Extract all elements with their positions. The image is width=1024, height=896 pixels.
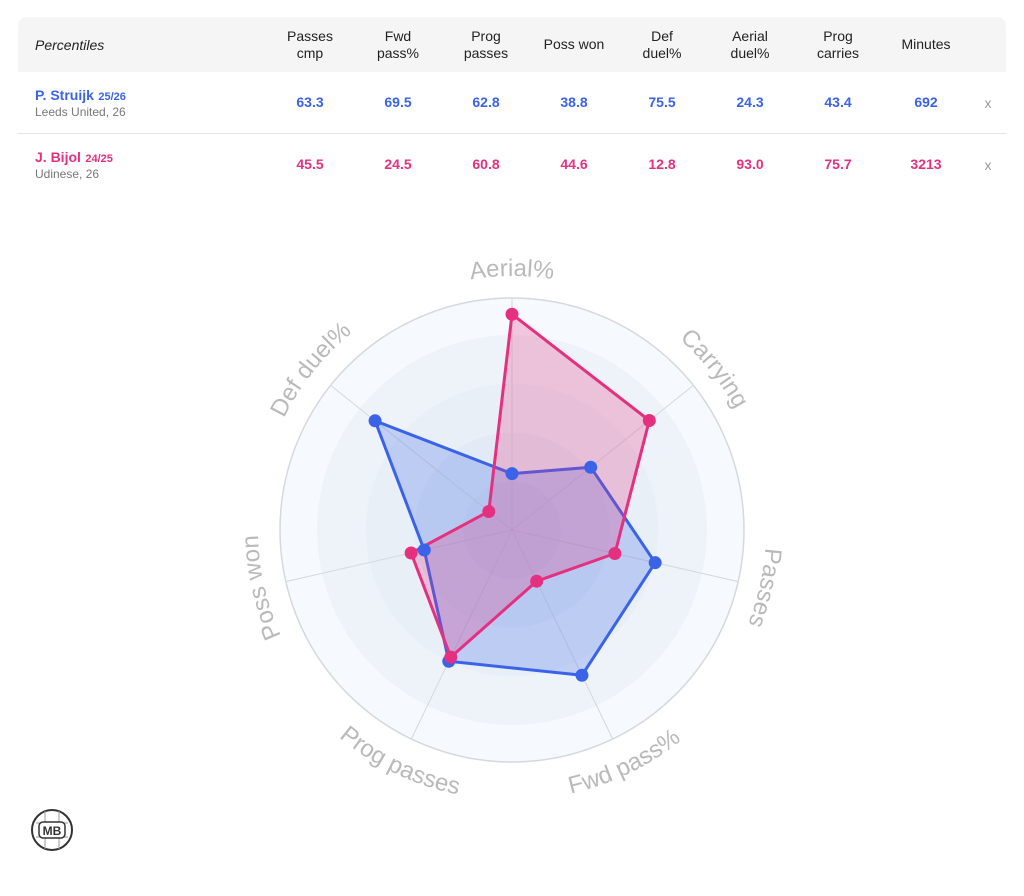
percentiles-header: Percentiles <box>35 36 105 53</box>
value-def-duel: 12.8 <box>648 156 676 172</box>
radar-spoke <box>410 529 513 740</box>
col-aerial-duel: Aerial duel% <box>730 27 770 61</box>
radar-spoke <box>511 529 739 583</box>
value-fwd-pass: 69.5 <box>384 94 412 110</box>
value-prog-carries: 75.7 <box>824 156 852 172</box>
value-aerial-duel: 93.0 <box>736 156 764 172</box>
percentiles-table: Percentiles Passes cmp Fwd pass% Prog pa… <box>18 17 1006 195</box>
data-point <box>482 504 496 518</box>
table-row: P. Struijk 25/26 Leeds United, 26 63.3 6… <box>18 72 1006 134</box>
col-prog-passes: Prog passes <box>463 27 509 61</box>
value-poss-won: 44.6 <box>560 156 588 172</box>
data-point <box>417 543 431 557</box>
data-point <box>575 668 589 682</box>
radar-spoke <box>330 384 513 531</box>
value-fwd-pass: 24.5 <box>384 156 412 172</box>
data-point <box>505 307 519 321</box>
series-area-0 <box>373 419 657 677</box>
data-point <box>530 574 544 588</box>
col-minutes: Minutes <box>901 36 951 52</box>
logo-text: MB <box>43 824 62 838</box>
player-name[interactable]: P. Struijk <box>35 86 94 103</box>
series-area-1 <box>409 312 651 659</box>
value-poss-won: 38.8 <box>560 94 588 110</box>
player-team: Udinese, 26 <box>35 166 100 181</box>
value-aerial-duel: 24.3 <box>736 94 764 110</box>
mb-logo-icon: MB <box>31 809 73 851</box>
player-cell: J. Bijol 24/25 Udinese, 26 <box>18 149 266 181</box>
axis-label: Aerial% <box>468 255 556 285</box>
data-point <box>505 467 519 481</box>
player-cell: P. Struijk 25/26 Leeds United, 26 <box>18 87 266 119</box>
value-minutes: 692 <box>914 94 938 110</box>
axis-label: Passes <box>742 547 786 631</box>
data-point <box>404 546 418 560</box>
value-def-duel: 75.5 <box>648 94 676 110</box>
data-point <box>608 546 622 560</box>
radar-spoke <box>511 529 614 740</box>
value-prog-passes: 62.8 <box>472 94 500 110</box>
remove-player-button[interactable]: x <box>984 156 992 173</box>
col-passes-cmp: Passes cmp <box>287 27 333 61</box>
player-team: Leeds United, 26 <box>35 104 126 119</box>
data-point <box>648 556 662 570</box>
col-poss-won: Poss won <box>543 36 605 52</box>
remove-player-button[interactable]: x <box>984 94 992 111</box>
value-passes-cmp: 45.5 <box>296 156 324 172</box>
data-point <box>642 414 656 428</box>
data-point <box>368 414 382 428</box>
table-header: Percentiles Passes cmp Fwd pass% Prog pa… <box>18 17 1006 72</box>
axis-label: Poss won <box>237 535 286 644</box>
radar-spoke <box>285 529 513 583</box>
col-fwd-pass: Fwd pass% <box>376 27 420 61</box>
player-season: 25/26 <box>98 90 126 103</box>
table-row: J. Bijol 24/25 Udinese, 26 45.5 24.5 60.… <box>18 134 1006 195</box>
data-point <box>584 460 598 474</box>
col-prog-carries: Prog carries <box>816 27 859 61</box>
value-passes-cmp: 63.3 <box>296 94 324 110</box>
data-point <box>444 650 458 664</box>
col-def-duel: Def duel% <box>642 27 682 61</box>
value-prog-carries: 43.4 <box>824 94 852 110</box>
radar-spoke <box>511 384 694 531</box>
player-name[interactable]: J. Bijol <box>35 148 81 165</box>
player-season: 24/25 <box>85 152 113 165</box>
value-prog-passes: 60.8 <box>472 156 500 172</box>
value-minutes: 3213 <box>910 156 942 172</box>
